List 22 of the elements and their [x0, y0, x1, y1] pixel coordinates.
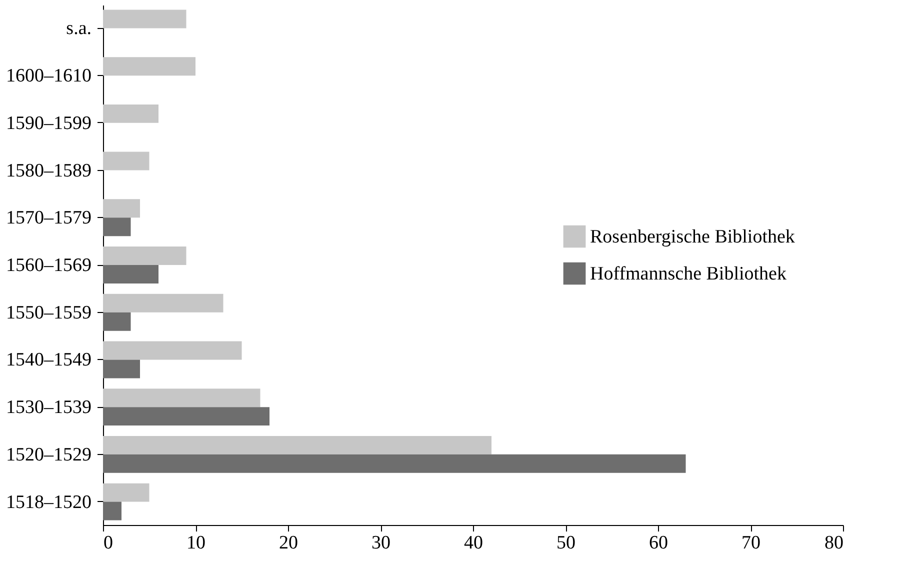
y-tick-label: 1570–1579 — [6, 208, 92, 229]
x-tick-label: 80 — [824, 532, 844, 554]
legend-label: Rosenbergische Bibliothek — [590, 226, 796, 248]
y-tick-label: 1600–1610 — [6, 66, 92, 87]
x-tick-label: 10 — [186, 532, 206, 554]
x-tick-label: 40 — [464, 532, 483, 554]
y-tick-label: 1590–1599 — [6, 112, 92, 134]
y-tick-label: 1560–1569 — [6, 255, 92, 276]
y-tick-label: s.a. — [66, 18, 92, 40]
x-tick-label: 30 — [372, 532, 390, 554]
y-tick-label: 1580–1589 — [6, 160, 92, 182]
y-tick-label: 1520–1529 — [6, 444, 92, 466]
x-tick-label: 60 — [649, 532, 668, 554]
legend-label: Hoffmannsche Bibliothek — [590, 264, 787, 284]
y-tick-label: 1550–1559 — [6, 302, 92, 324]
y-tick-label: 1518–1520 — [6, 492, 92, 513]
y-tick-label: 1530–1539 — [6, 397, 92, 418]
x-tick-label: 0 — [104, 532, 113, 554]
x-tick-label: 20 — [279, 532, 298, 554]
x-tick-label: 50 — [556, 532, 576, 554]
x-tick-label: 70 — [742, 532, 760, 554]
y-tick-label: 1540–1549 — [6, 350, 92, 371]
